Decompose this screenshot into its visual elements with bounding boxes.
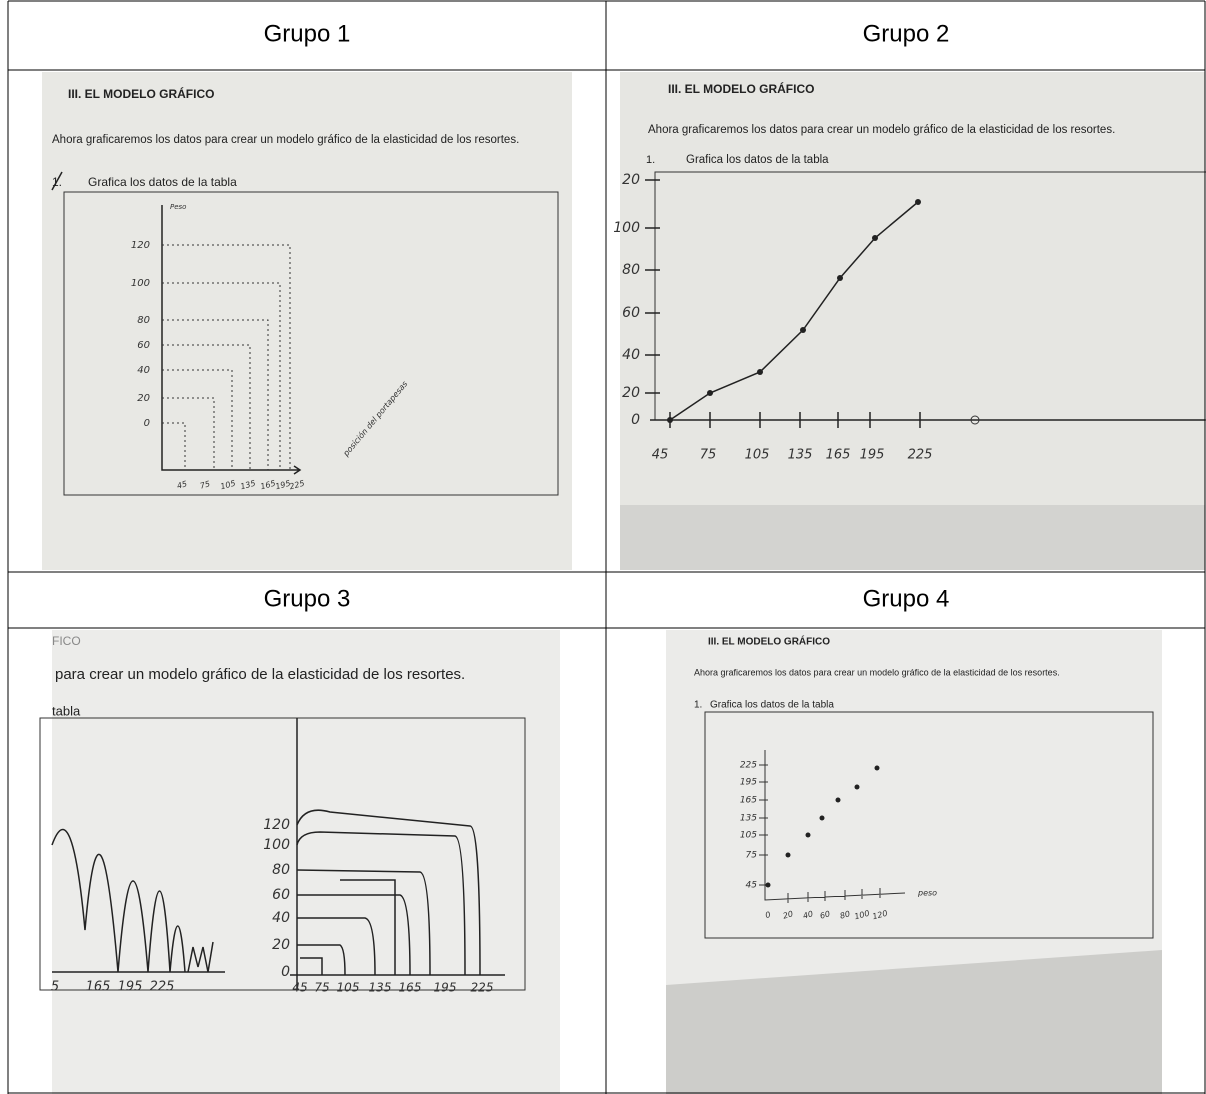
x-tick-label: 225 xyxy=(908,448,933,463)
y-tick-label: 225 xyxy=(740,761,757,771)
x-tick-label: 75 xyxy=(314,981,329,995)
y-tick-label: 135 xyxy=(740,814,757,824)
x-tick-label: 165 xyxy=(399,981,422,995)
y-tick-label: 20 xyxy=(137,393,150,404)
y-tick-label: 80 xyxy=(137,315,150,326)
heading: III. EL MODELO GRÁFICO xyxy=(68,86,214,101)
y-tick-label: 100 xyxy=(613,220,640,236)
cell-header: Grupo 1 xyxy=(264,20,351,47)
x-tick-label: 105 xyxy=(337,981,360,995)
item-number: 1. xyxy=(646,154,655,166)
x-tick-label: 135 xyxy=(788,448,813,463)
photo-shadow xyxy=(620,505,1205,570)
x-tick-label: 45 xyxy=(292,981,307,995)
item: Grafica los datos de la tabla xyxy=(710,700,834,711)
y-tick-label: 60 xyxy=(272,887,290,903)
heading: FICO xyxy=(52,634,81,648)
y-tick-label: 40 xyxy=(272,910,290,926)
x-tick-label: 135 xyxy=(369,981,392,995)
y-tick-label: 120 xyxy=(263,817,290,833)
item: tabla xyxy=(52,703,81,718)
y-tick-label: 40 xyxy=(137,365,150,376)
cell-header: Grupo 2 xyxy=(863,20,950,47)
x-tick-label: 45 xyxy=(652,448,669,463)
y-tick-label: 60 xyxy=(137,340,150,351)
x-label: peso xyxy=(917,889,937,898)
left-x-tick-label: 5 xyxy=(51,980,59,995)
intro: Ahora graficaremos los datos para crear … xyxy=(52,134,519,146)
y-tick-label: 0 xyxy=(281,964,290,980)
item-number: 1. xyxy=(694,700,702,711)
y-tick-label: 0 xyxy=(631,412,640,428)
y-tick-label: 80 xyxy=(622,262,640,278)
x-tick-label: 75 xyxy=(700,448,717,463)
y-tick-label: 20 xyxy=(272,937,290,953)
y-tick-label: 100 xyxy=(263,837,290,853)
page: Grupo 1 III. EL MODELO GRÁFICO Ahora grafi… xyxy=(0,0,1206,1094)
cell-header: Grupo 4 xyxy=(863,585,950,612)
y-tick-label: 40 xyxy=(622,347,640,363)
y-tick-label: 75 xyxy=(746,851,758,861)
x-tick-label: 225 xyxy=(471,981,494,995)
y-tick-label: 60 xyxy=(622,305,640,321)
y-tick-label: 80 xyxy=(272,862,290,878)
x-tick-label: 195 xyxy=(860,448,885,463)
y-tick-label: 20 xyxy=(622,385,640,401)
left-x-tick-label: 225 xyxy=(150,980,175,995)
y-tick-label: 100 xyxy=(131,278,150,289)
y-tick-label: 165 xyxy=(740,796,757,806)
y-tick-label: 45 xyxy=(746,881,758,891)
left-x-tick-label: 165 xyxy=(86,980,111,995)
y-tick-label: 120 xyxy=(131,240,150,251)
intro: para crear un modelo gráfico de la elast… xyxy=(55,666,465,683)
heading: III. EL MODELO GRÁFICO xyxy=(668,81,814,96)
x-tick-label: 165 xyxy=(826,448,851,463)
item: Grafica los datos de la tabla xyxy=(686,154,829,166)
y-tick-label: 195 xyxy=(740,778,757,788)
item: Grafica los datos de la tabla xyxy=(88,175,237,189)
y-tick-label: 0 xyxy=(144,418,150,429)
photo-bg xyxy=(620,72,1205,570)
x-tick-label: 105 xyxy=(745,448,770,463)
y-tick-label: 105 xyxy=(740,831,757,841)
item-number: 1. xyxy=(52,175,62,189)
left-x-tick-label: 195 xyxy=(118,980,143,995)
intro: Ahora graficaremos los datos para crear … xyxy=(694,667,1060,677)
x-tick-label: 195 xyxy=(434,981,457,995)
heading: III. EL MODELO GRÁFICO xyxy=(708,635,830,648)
photo-bg xyxy=(52,630,560,1094)
y-tick-label: 20 xyxy=(622,172,640,188)
intro: Ahora graficaremos los datos para crear … xyxy=(648,124,1115,136)
y-label: Peso xyxy=(170,203,186,211)
cell-header: Grupo 3 xyxy=(264,585,351,612)
